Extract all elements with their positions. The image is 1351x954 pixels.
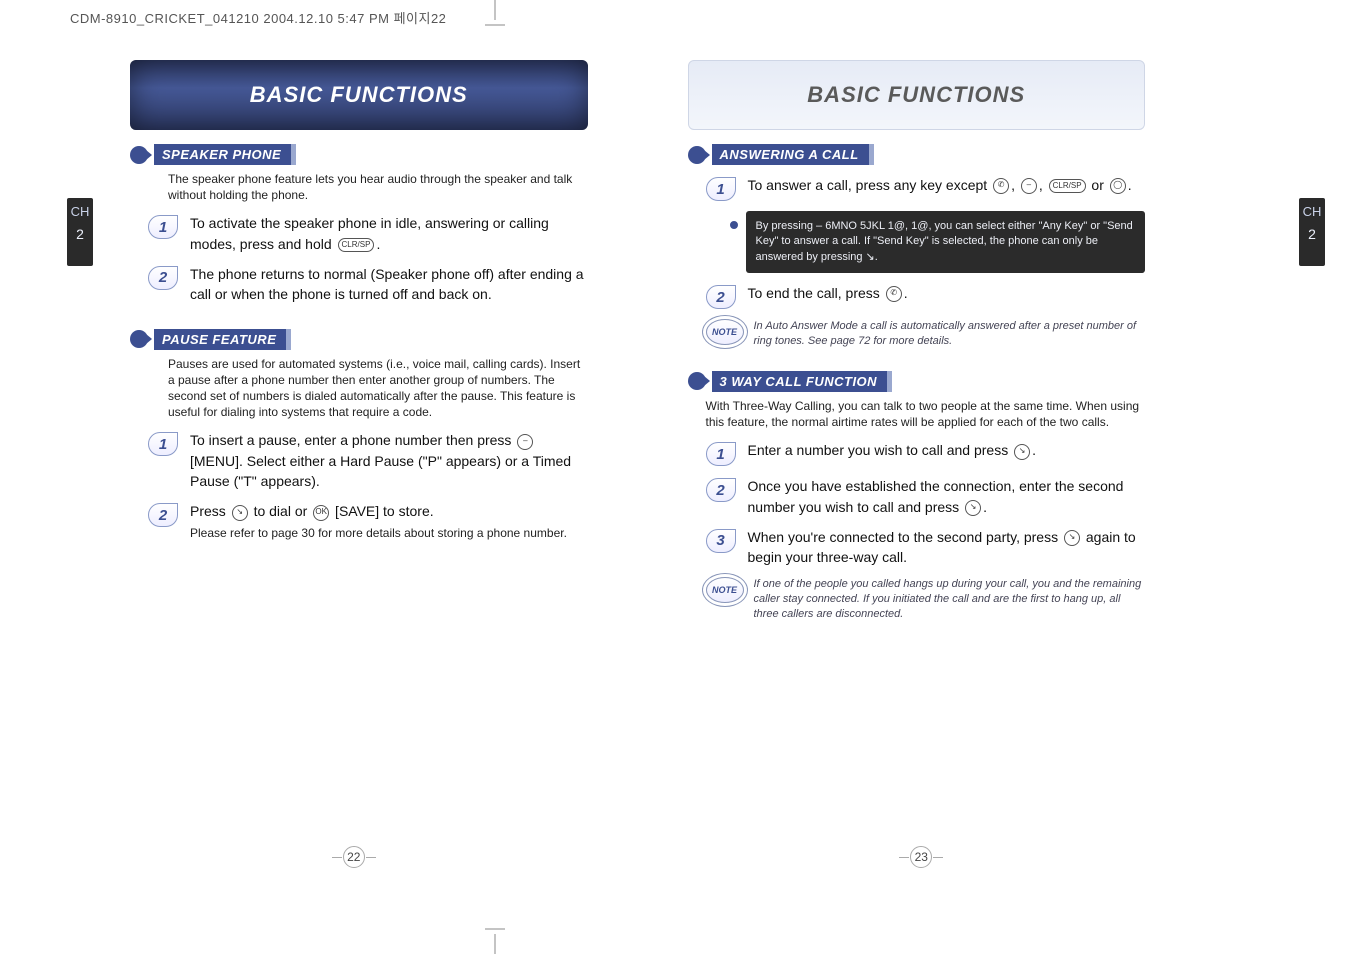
- step-number: 2: [706, 478, 736, 502]
- step-tail: .: [376, 236, 380, 252]
- step-text: To end the call, press ✆.: [748, 283, 908, 303]
- key-icon: ◯: [1110, 178, 1126, 194]
- section-bullet-icon: [688, 146, 706, 164]
- section-title: ANSWERING A CALL: [712, 144, 874, 165]
- key-icon: CLR/SP: [1049, 179, 1086, 193]
- chapter-tab-right: CH 2: [1299, 198, 1325, 266]
- key-icon: ✆: [993, 178, 1009, 194]
- section-bullet-icon: [688, 372, 706, 390]
- section-bullet-icon: [130, 146, 148, 164]
- step-text-fragment: To end the call, press: [748, 285, 880, 301]
- step-tail: [MENU]. Select either a Hard Pause ("P" …: [190, 453, 571, 489]
- page-number-left: 22: [343, 846, 365, 868]
- step-text-fragment: When you're connected to the second part…: [748, 529, 1059, 545]
- chapter-tab-label: CH: [71, 204, 90, 219]
- step-text-fragment: Press: [190, 503, 226, 519]
- key-icon: ↘: [232, 505, 248, 521]
- section-intro: With Three-Way Calling, you can talk to …: [706, 398, 1146, 430]
- note-text: In Auto Answer Mode a call is automatica…: [754, 319, 1146, 349]
- chapter-tab-label: CH: [1303, 204, 1322, 219]
- key-icon: –: [1021, 178, 1037, 194]
- step-text-fragment: To insert a pause, enter a phone number …: [190, 432, 511, 448]
- step-text: Press ↘ to dial or OK [SAVE] to store. P…: [190, 501, 567, 542]
- chapter-banner-left: BASIC FUNCTIONS: [130, 60, 588, 130]
- step-row: 1 To activate the speaker phone in idle,…: [148, 213, 588, 254]
- step-mid: to dial or: [250, 503, 311, 519]
- section-head-speaker: SPEAKER PHONE: [130, 144, 588, 165]
- step-tail: .: [983, 499, 987, 515]
- step-tail: .: [1128, 177, 1132, 193]
- step-row: 1 To answer a call, press any key except…: [706, 175, 1146, 201]
- chapter-tab-num: 2: [1299, 225, 1325, 243]
- section-intro: The speaker phone feature lets you hear …: [168, 171, 588, 203]
- chapter-banner-right: BASIC FUNCTIONS: [688, 60, 1146, 130]
- step-number: 1: [706, 177, 736, 201]
- step-text: Enter a number you wish to call and pres…: [748, 440, 1036, 460]
- note-badge-icon: NOTE: [706, 319, 744, 345]
- page-right: CH 2 BASIC FUNCTIONS ANSWERING A CALL 1 …: [638, 30, 1206, 880]
- section-head-3way: 3 WAY CALL FUNCTION: [688, 371, 1146, 392]
- step-number: 2: [706, 285, 736, 309]
- step-number: 1: [706, 442, 736, 466]
- step-row: 1 Enter a number you wish to call and pr…: [706, 440, 1146, 466]
- key-icon: ↘: [1064, 530, 1080, 546]
- section-title: PAUSE FEATURE: [154, 329, 291, 350]
- step-text: To activate the speaker phone in idle, a…: [190, 213, 588, 254]
- step-number: 2: [148, 266, 178, 290]
- step-text-fragment: Once you have established the connection…: [748, 478, 1124, 514]
- step-text: The phone returns to normal (Speaker pho…: [190, 264, 588, 305]
- note-text: If one of the people you called hangs up…: [754, 577, 1146, 622]
- step-number: 1: [148, 432, 178, 456]
- key-icon: ↘: [965, 500, 981, 516]
- section-title: SPEAKER PHONE: [154, 144, 296, 165]
- info-bullet-icon: [728, 219, 740, 231]
- step-tail: .: [1032, 442, 1036, 458]
- step-row: 2 Once you have established the connecti…: [706, 476, 1146, 517]
- key-icon: –: [517, 434, 533, 450]
- key-icon: OK: [313, 505, 329, 521]
- page-left: CH 2 BASIC FUNCTIONS SPEAKER PHONE The s…: [70, 30, 638, 880]
- step-text: To answer a call, press any key except ✆…: [748, 175, 1132, 195]
- section-bullet-icon: [130, 330, 148, 348]
- step-row: 2 The phone returns to normal (Speaker p…: [148, 264, 588, 305]
- step-subtext: Please refer to page 30 for more details…: [190, 525, 567, 542]
- page-number-right: 23: [910, 846, 932, 868]
- step-row: 2 To end the call, press ✆.: [706, 283, 1146, 309]
- chapter-tab-left: CH 2: [67, 198, 93, 266]
- key-icon: CLR/SP: [338, 238, 375, 252]
- section-head-pause: PAUSE FEATURE: [130, 329, 588, 350]
- doc-header: CDM-8910_CRICKET_041210 2004.12.10 5:47 …: [70, 8, 446, 27]
- key-icon: ✆: [886, 286, 902, 302]
- step-row: 2 Press ↘ to dial or OK [SAVE] to store.…: [148, 501, 588, 542]
- step-tail: [SAVE] to store.: [331, 503, 433, 519]
- step-text-fragment: To answer a call, press any key except: [748, 177, 988, 193]
- chapter-tab-num: 2: [67, 225, 93, 243]
- key-icon: ↘: [1014, 444, 1030, 460]
- note-box: NOTE If one of the people you called han…: [706, 577, 1146, 622]
- crop-mark-top: [480, 0, 510, 30]
- step-text: When you're connected to the second part…: [748, 527, 1146, 568]
- step-tail: .: [904, 285, 908, 301]
- info-text: By pressing – 6MNO 5JKL 1@, 1@, you can …: [756, 220, 1133, 263]
- section-intro: Pauses are used for automated systems (i…: [168, 356, 588, 421]
- step-text: To insert a pause, enter a phone number …: [190, 430, 588, 491]
- step-number: 3: [706, 529, 736, 553]
- info-block: By pressing – 6MNO 5JKL 1@, 1@, you can …: [746, 211, 1146, 273]
- page-spread: CH 2 BASIC FUNCTIONS SPEAKER PHONE The s…: [70, 30, 1205, 880]
- note-box: NOTE In Auto Answer Mode a call is autom…: [706, 319, 1146, 349]
- step-text-fragment: Enter a number you wish to call and pres…: [748, 442, 1009, 458]
- step-text: Once you have established the connection…: [748, 476, 1146, 517]
- step-number: 1: [148, 215, 178, 239]
- section-title: 3 WAY CALL FUNCTION: [712, 371, 893, 392]
- crop-mark-bottom: [480, 924, 510, 954]
- note-badge-icon: NOTE: [706, 577, 744, 603]
- step-row: 1 To insert a pause, enter a phone numbe…: [148, 430, 588, 491]
- step-row: 3 When you're connected to the second pa…: [706, 527, 1146, 568]
- step-number: 2: [148, 503, 178, 527]
- section-head-answer: ANSWERING A CALL: [688, 144, 1146, 165]
